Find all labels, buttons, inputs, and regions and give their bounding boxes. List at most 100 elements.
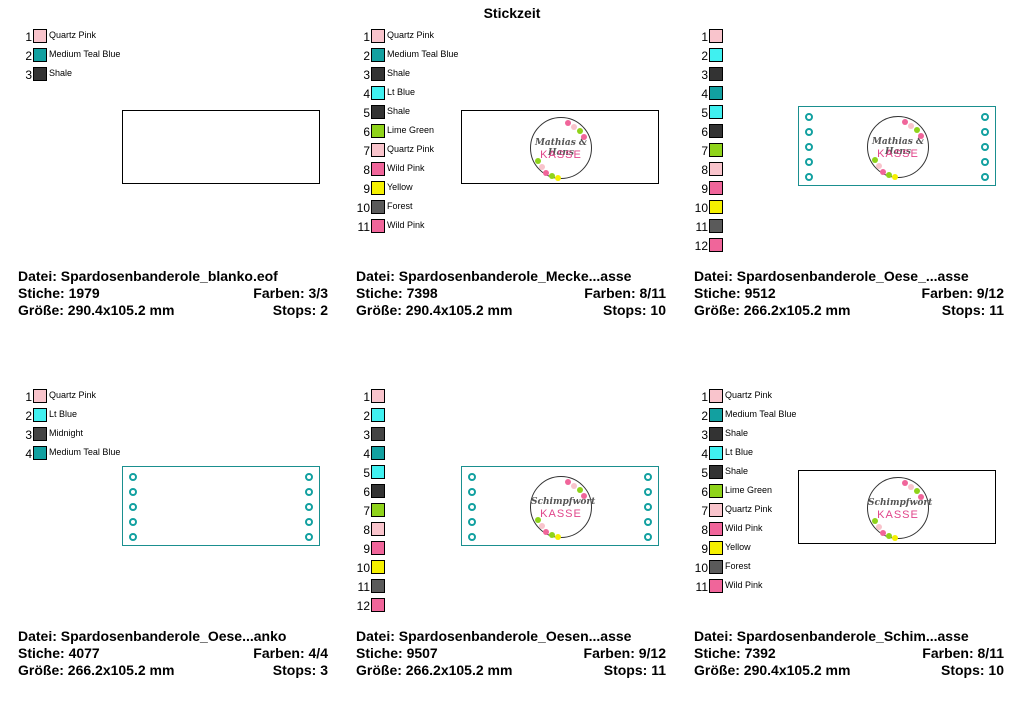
color-row: 7 Quartz Pink [356,142,556,161]
color-swatch [371,579,385,593]
color-row: 3 Shale [356,66,556,85]
design-panel[interactable]: 1 2 3 4 5 6 7 8 9 10 11 12 Mathias & Hans KASSE Datei:… [694,28,1004,358]
file-name: Datei: Spardosenbanderole_blanko.eof [18,268,278,284]
grommet-icon [644,533,652,541]
color-name: Medium Teal Blue [725,409,797,419]
color-number: 7 [363,144,370,158]
design-size: Größe: 266.2x105.2 mm [356,662,513,678]
color-number: 3 [25,428,32,442]
color-row: 2 Medium Teal Blue [356,47,556,66]
color-row: 7 Quartz Pink [694,502,894,521]
grommet-icon [644,473,652,481]
color-swatch [371,389,385,403]
grommet-icon [805,113,813,121]
color-swatch [709,48,723,62]
flower-icon [581,134,587,140]
color-number: 6 [363,125,370,139]
color-row: 8 Wild Pink [694,521,894,540]
stitch-count: Stiche: 1979 [18,285,100,301]
file-name: Datei: Spardosenbanderole_Schim...asse [694,628,969,644]
color-swatch [371,522,385,536]
color-row: 7 [694,142,894,161]
color-row: 3 Midnight [18,426,218,445]
color-number: 2 [363,409,370,423]
wreath-circle: Mathias & Hans KASSE [530,117,592,181]
script-lettering: Schimpfwort [531,497,596,507]
color-number: 6 [701,485,708,499]
color-number: 10 [356,201,370,215]
info-row: Größe: 266.2x105.2 mm Stops: 11 [694,302,1004,319]
color-row: 3 [356,426,556,445]
design-panel[interactable]: 1 Quartz Pink 2 Medium Teal Blue 3 Shale 4 Lt B… [694,388,1004,718]
flower-icon [902,480,908,486]
color-swatch [371,162,385,176]
color-row: 6 [356,483,556,502]
color-name: Midnight [49,428,84,438]
color-row: 4 Lt Blue [694,445,894,464]
color-name: Medium Teal Blue [49,49,121,59]
color-number: 10 [694,201,708,215]
color-name: Shale [49,68,73,78]
stop-count: Stops: 2 [272,302,328,318]
design-panel[interactable]: 1 2 3 4 5 6 7 8 9 10 11 12 Schimpfwort KASSE Datei: Sp… [356,388,666,718]
color-swatch [709,579,723,593]
color-row: 8 [356,521,556,540]
design-panel[interactable]: 1 Quartz Pink 2 Medium Teal Blue 3 Shale Datei… [18,28,328,358]
color-row: 5 Shale [356,104,556,123]
flower-icon [571,124,577,130]
grommet-icon [644,518,652,526]
color-swatch [709,219,723,233]
design-info: Datei: Spardosenbanderole_blanko.eof Stic… [18,268,328,319]
color-number: 8 [701,163,708,177]
color-number: 12 [356,599,370,613]
color-swatch [371,181,385,195]
color-row: 6 [694,123,894,142]
design-preview: Mathias & Hans KASSE [798,106,996,186]
color-number: 4 [701,447,708,461]
color-name: Quartz Pink [725,504,773,514]
color-number: 3 [701,428,708,442]
info-row: Datei: Spardosenbanderole_Oese...anko [18,628,328,645]
color-swatch [709,105,723,119]
color-name: Medium Teal Blue [49,447,121,457]
color-row: 11 [694,218,894,237]
color-number: 3 [701,68,708,82]
color-swatch [371,67,385,81]
design-size: Größe: 290.4x105.2 mm [18,302,175,318]
color-swatch [709,541,723,555]
design-panel[interactable]: 1 Quartz Pink 2 Lt Blue 3 Midnight 4 Medium Tea… [18,388,328,718]
grommet-icon [468,473,476,481]
color-number: 5 [363,466,370,480]
color-row: 1 Quartz Pink [18,388,218,407]
color-swatch [371,560,385,574]
design-info: Datei: Spardosenbanderole_Schim...asse St… [694,628,1004,679]
color-row: 7 [356,502,556,521]
color-swatch [709,465,723,479]
color-name: Quartz Pink [49,390,97,400]
color-swatch [371,105,385,119]
color-row: 12 [694,237,894,256]
color-row: 12 [356,597,556,616]
grommet-icon [981,113,989,121]
flower-icon [918,133,924,139]
design-panel[interactable]: 1 Quartz Pink 2 Medium Teal Blue 3 Shale 4 Lt B… [356,28,666,358]
design-size: Größe: 266.2x105.2 mm [694,302,851,318]
grommet-icon [805,143,813,151]
color-number: 5 [701,106,708,120]
stitch-count: Stiche: 7398 [356,285,438,301]
color-name: Wild Pink [387,163,425,173]
grommet-icon [129,473,137,481]
color-row: 10 [694,199,894,218]
color-swatch [709,484,723,498]
color-number: 8 [363,523,370,537]
info-row: Datei: Spardosenbanderole_Schim...asse [694,628,1004,645]
stop-count: Stops: 3 [272,662,328,678]
color-name: Shale [725,428,749,438]
color-number: 1 [25,390,32,404]
stop-count: Stops: 10 [602,302,666,318]
grommet-icon [981,158,989,166]
color-name: Forest [387,201,413,211]
info-row: Stiche: 7398 Farben: 8/11 [356,285,666,302]
color-swatch [371,465,385,479]
color-swatch [371,484,385,498]
